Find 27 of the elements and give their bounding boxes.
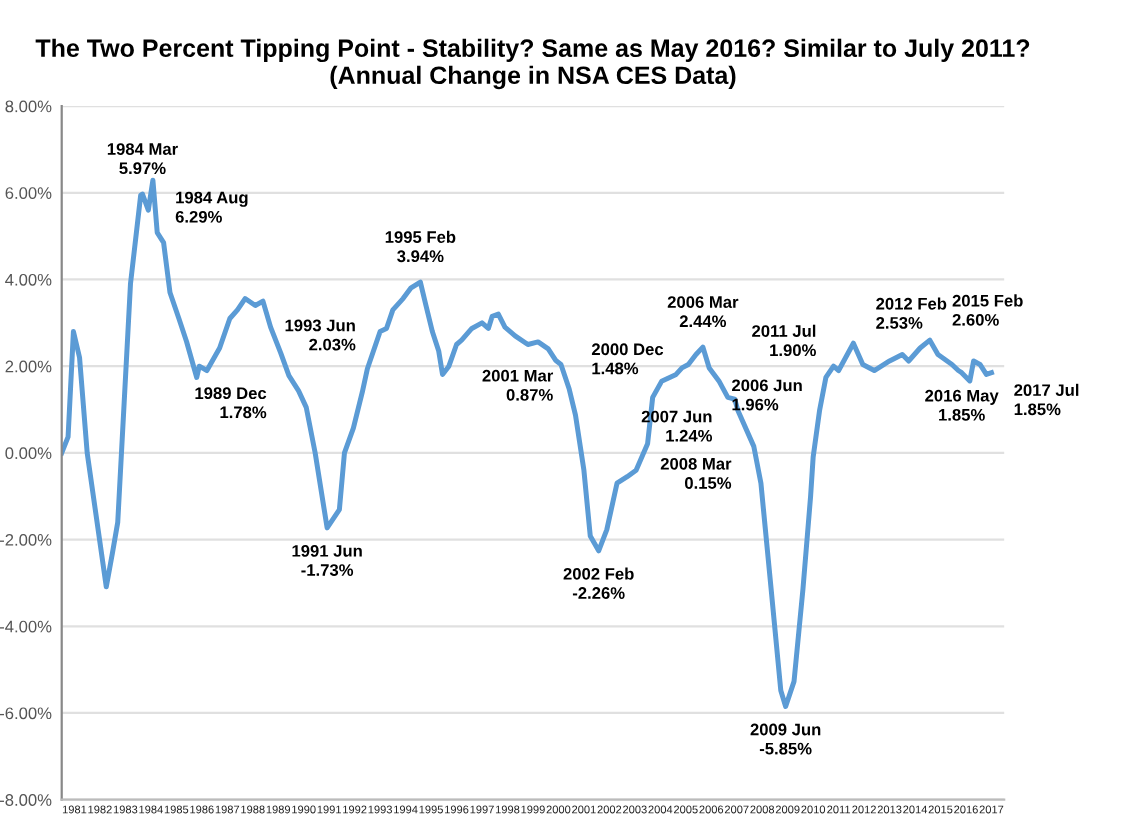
annotation: 1984 Aug 6.29%: [175, 191, 248, 223]
annotation: 2006 Mar 2.44%: [667, 296, 739, 328]
y-tick-label: 6.00%: [5, 187, 52, 199]
y-tick-label: 0.00%: [5, 447, 52, 460]
annotation: 2015 Feb 2.60%: [952, 294, 1023, 326]
annotation: 1993 Jun 2.03%: [285, 319, 356, 351]
annotation: 2008 Mar 0.15%: [660, 457, 732, 489]
annotation: 1984 Mar 5.97%: [107, 143, 178, 175]
annotation: 1989 Dec 1.78%: [195, 387, 267, 419]
y-tick-label: 8.00%: [5, 100, 52, 113]
y-tick-label: -6.00%: [0, 707, 52, 720]
y-tick-label: -4.00%: [0, 620, 52, 633]
annotation: 2011 Jul 1.90%: [752, 324, 816, 357]
y-tick-label: -2.00%: [0, 533, 52, 546]
annotation: 2009 Jun -5.85%: [750, 723, 821, 755]
annotation: 2001 Mar 0.87%: [482, 369, 554, 401]
chart-title: The Two Percent Tipping Point - Stability? Same as May 2016? Similar to July 2011? (Annual Change in NSA CES Data): [35, 38, 1030, 90]
annotation: 2016 May 1.85%: [925, 389, 999, 421]
annotation: 2017 Jul 1.85%: [1014, 383, 1079, 416]
annotation: 2012 Feb 2.53%: [876, 297, 947, 329]
y-tick-label: -8.00%: [0, 794, 52, 806]
y-tick-label: 4.00%: [5, 273, 52, 286]
annotation: 2000 Dec 1.48%: [591, 343, 664, 375]
y-tick-label: 2.00%: [5, 360, 52, 373]
annotation: 1995 Feb 3.94%: [385, 230, 456, 263]
annotation: 2002 Feb -2.26%: [563, 567, 634, 599]
annotation: 1991 Jun -1.73%: [292, 544, 362, 576]
